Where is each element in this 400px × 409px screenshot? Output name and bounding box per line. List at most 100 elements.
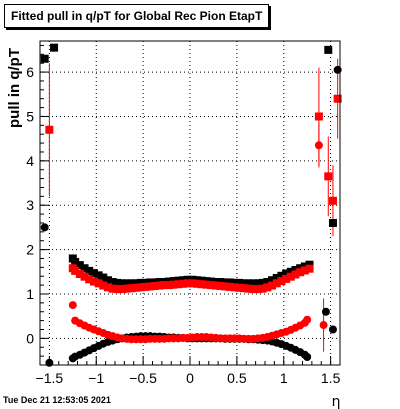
black-circle-marker xyxy=(40,223,49,232)
red-square-marker xyxy=(150,281,159,290)
red-square-marker xyxy=(193,279,202,288)
black-square-marker xyxy=(50,43,59,52)
x-tick-label: 1 xyxy=(280,370,288,386)
y-tick-label: 1 xyxy=(26,286,34,302)
black-square-marker xyxy=(94,271,103,280)
red-square-marker xyxy=(75,270,84,279)
red-square-marker xyxy=(169,280,178,289)
black-square-marker xyxy=(272,274,281,283)
y-tick-label: 4 xyxy=(26,153,34,169)
red-square-marker xyxy=(94,279,103,288)
x-tick-label: −0.5 xyxy=(129,370,157,386)
black-square-marker xyxy=(136,278,145,287)
red-square-marker xyxy=(85,275,94,284)
y-tick-label: 3 xyxy=(26,197,34,213)
black-square-marker xyxy=(89,269,98,278)
x-tick-label: −1.5 xyxy=(36,370,64,386)
red-square-marker xyxy=(122,284,131,293)
red-square-marker xyxy=(314,112,323,121)
black-circle-marker xyxy=(321,307,330,316)
black-square-marker xyxy=(122,279,131,288)
y-tick-label: 5 xyxy=(26,108,34,124)
red-square-marker xyxy=(249,285,258,294)
red-square-marker xyxy=(141,282,150,291)
black-square-marker xyxy=(225,278,234,287)
red-square-marker xyxy=(155,281,164,290)
black-square-marker xyxy=(40,54,49,63)
black-square-marker xyxy=(244,279,253,288)
black-square-marker xyxy=(263,278,272,287)
black-square-marker xyxy=(277,271,286,280)
red-square-marker xyxy=(258,284,267,293)
red-square-marker xyxy=(197,280,206,289)
red-square-marker xyxy=(305,264,314,273)
black-square-marker xyxy=(282,269,291,278)
red-square-marker xyxy=(333,94,342,103)
data-markers xyxy=(40,43,342,367)
black-circle-marker xyxy=(303,353,312,362)
red-circle-marker xyxy=(319,321,328,330)
red-square-marker xyxy=(89,277,98,286)
red-square-marker xyxy=(211,281,220,290)
x-tick-label: −1 xyxy=(88,370,104,386)
x-tick-label: 0 xyxy=(186,370,194,386)
black-square-marker xyxy=(235,278,244,287)
y-axis-label: pull in q/pT xyxy=(6,48,23,128)
black-square-marker xyxy=(75,261,84,270)
red-square-marker xyxy=(71,266,80,275)
red-square-marker xyxy=(188,279,197,288)
red-square-marker xyxy=(230,283,239,292)
black-square-marker xyxy=(127,279,136,288)
black-square-marker xyxy=(286,267,295,276)
black-square-marker xyxy=(230,278,239,287)
red-square-marker xyxy=(164,281,173,290)
red-square-marker xyxy=(253,285,262,294)
black-square-marker xyxy=(113,278,122,287)
y-tick-label: 2 xyxy=(26,242,34,258)
red-square-marker xyxy=(291,270,300,279)
black-square-marker xyxy=(249,279,258,288)
red-square-marker xyxy=(286,272,295,281)
red-square-marker xyxy=(216,281,225,290)
red-square-marker xyxy=(239,284,248,293)
red-square-marker xyxy=(174,280,183,289)
red-square-marker xyxy=(132,283,141,292)
red-square-marker xyxy=(225,282,234,291)
red-square-marker xyxy=(277,277,286,286)
black-square-marker xyxy=(108,278,117,287)
x-tick-label: 1.5 xyxy=(321,370,341,386)
black-square-marker xyxy=(99,273,108,282)
black-circle-marker xyxy=(328,325,337,334)
red-square-marker xyxy=(80,272,89,281)
red-square-marker xyxy=(160,281,169,290)
red-square-marker xyxy=(183,279,192,288)
red-square-marker xyxy=(282,274,291,283)
red-square-marker xyxy=(127,284,136,293)
y-tick-label: 0 xyxy=(26,330,34,346)
black-square-marker xyxy=(328,218,337,227)
black-square-marker xyxy=(85,266,94,275)
red-square-marker xyxy=(328,196,337,205)
red-square-marker xyxy=(136,283,145,292)
black-square-marker xyxy=(258,278,267,287)
black-square-marker xyxy=(132,279,141,288)
red-square-marker xyxy=(324,172,333,181)
red-square-marker xyxy=(300,266,309,275)
red-square-marker xyxy=(202,280,211,289)
red-square-marker xyxy=(272,279,281,288)
red-square-marker xyxy=(244,284,253,293)
red-square-marker xyxy=(235,283,244,292)
red-square-marker xyxy=(296,268,305,277)
red-square-marker xyxy=(221,282,230,291)
red-square-marker xyxy=(45,125,54,134)
red-square-marker xyxy=(268,281,277,290)
red-square-marker xyxy=(207,281,216,290)
red-circle-marker xyxy=(314,141,323,150)
red-square-marker xyxy=(178,279,187,288)
black-square-marker xyxy=(118,279,127,288)
red-square-marker xyxy=(263,283,272,292)
black-square-marker xyxy=(239,279,248,288)
axis-tick-labels: −1.5 −1 −0.5 0 0.5 1 1.5 0 1 2 3 4 5 6 xyxy=(26,64,340,386)
red-square-marker xyxy=(103,283,112,292)
